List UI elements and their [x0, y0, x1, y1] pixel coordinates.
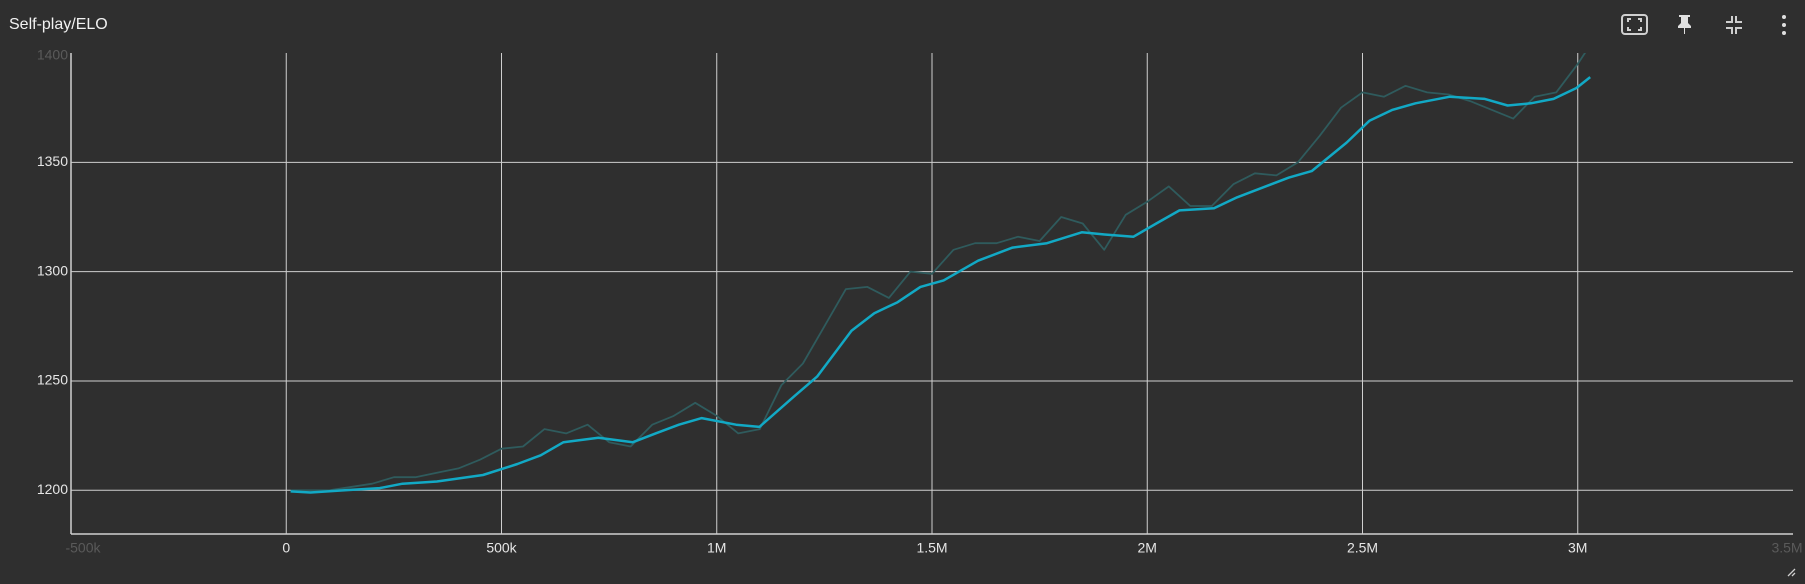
y-tick-label: 1350	[37, 153, 68, 169]
toolbar	[1621, 14, 1786, 35]
y-tick-label: 1300	[37, 262, 68, 278]
x-tick-label: 500k	[486, 540, 517, 556]
plot-area	[290, 53, 1591, 494]
fit-domain-button[interactable]	[1621, 14, 1648, 35]
x-tick-label: 2.5M	[1347, 540, 1378, 556]
y-tick-label: 1400	[37, 47, 68, 63]
series-line	[290, 76, 1591, 494]
collapse-button[interactable]	[1726, 16, 1742, 34]
x-tick-label: 2M	[1138, 540, 1157, 556]
x-tick-label: 0	[282, 540, 290, 556]
x-tick-label: 3.5M	[1771, 540, 1802, 556]
x-tick-label: 1.5M	[916, 540, 947, 556]
x-tick-label: -500k	[65, 540, 101, 556]
chart-title: Self-play/ELO	[9, 16, 108, 33]
resize-handle[interactable]	[1787, 568, 1796, 577]
pin-button[interactable]	[1678, 15, 1691, 34]
y-tick-label: 1200	[37, 481, 68, 497]
more-button[interactable]	[1782, 15, 1786, 35]
series-line	[290, 53, 1587, 492]
x-tick-label: 1M	[707, 540, 726, 556]
x-tick-label: 3M	[1568, 540, 1587, 556]
y-tick-label: 1250	[37, 372, 68, 388]
